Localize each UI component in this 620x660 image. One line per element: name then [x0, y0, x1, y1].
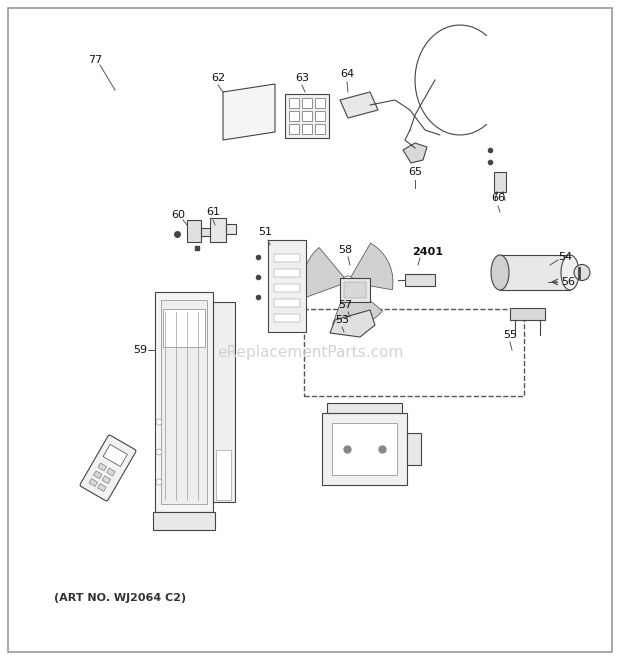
- Bar: [97, 484, 106, 492]
- Ellipse shape: [491, 255, 509, 290]
- Text: 65: 65: [408, 167, 422, 177]
- Text: 2401: 2401: [412, 247, 443, 257]
- Circle shape: [156, 479, 162, 485]
- Text: 59: 59: [133, 345, 147, 355]
- Bar: [315, 111, 325, 121]
- Text: 56: 56: [561, 277, 575, 287]
- Bar: [226, 224, 236, 234]
- Text: (ART NO. WJ2064 C2): (ART NO. WJ2064 C2): [54, 593, 186, 603]
- Bar: [289, 98, 299, 108]
- Text: eReplacementParts.com: eReplacementParts.com: [217, 345, 403, 360]
- Bar: [274, 284, 300, 292]
- Text: 57: 57: [338, 300, 352, 310]
- Text: 61: 61: [206, 207, 220, 217]
- Text: 54: 54: [558, 252, 572, 262]
- Bar: [161, 300, 207, 504]
- Polygon shape: [332, 282, 383, 327]
- Bar: [274, 254, 300, 262]
- Text: 60: 60: [171, 210, 185, 220]
- Polygon shape: [330, 310, 375, 337]
- Text: 58: 58: [338, 245, 352, 255]
- Bar: [285, 94, 329, 138]
- Bar: [340, 278, 370, 302]
- Bar: [274, 314, 300, 322]
- Circle shape: [156, 419, 162, 425]
- Text: 63: 63: [295, 73, 309, 83]
- Circle shape: [156, 449, 162, 455]
- Bar: [289, 111, 299, 121]
- Text: 51: 51: [258, 227, 272, 237]
- Circle shape: [574, 265, 590, 280]
- FancyBboxPatch shape: [80, 435, 136, 501]
- Bar: [268, 240, 306, 332]
- Bar: [201, 228, 211, 236]
- Bar: [155, 292, 213, 512]
- Bar: [302, 111, 312, 121]
- Bar: [332, 423, 397, 475]
- Bar: [315, 98, 325, 108]
- Bar: [407, 433, 421, 465]
- Bar: [327, 403, 402, 413]
- Text: 62: 62: [211, 73, 225, 83]
- Text: 64: 64: [340, 69, 354, 79]
- Bar: [315, 124, 325, 134]
- Bar: [102, 476, 111, 484]
- Bar: [153, 512, 215, 530]
- Bar: [89, 478, 97, 486]
- Bar: [494, 172, 506, 192]
- Bar: [213, 302, 235, 502]
- Bar: [94, 471, 102, 478]
- Bar: [344, 282, 366, 298]
- Bar: [304, 309, 524, 396]
- Ellipse shape: [561, 255, 579, 290]
- Bar: [302, 124, 312, 134]
- Text: 55: 55: [503, 330, 517, 340]
- Bar: [500, 255, 570, 290]
- Polygon shape: [303, 248, 348, 298]
- Bar: [289, 124, 299, 134]
- Polygon shape: [223, 84, 275, 140]
- FancyBboxPatch shape: [216, 450, 231, 500]
- Bar: [322, 413, 407, 485]
- Bar: [274, 299, 300, 307]
- Circle shape: [342, 276, 354, 288]
- Bar: [510, 308, 545, 320]
- Text: 77: 77: [88, 55, 102, 65]
- Bar: [274, 269, 300, 277]
- Polygon shape: [348, 243, 393, 290]
- Polygon shape: [403, 143, 427, 163]
- Bar: [210, 218, 226, 242]
- Bar: [98, 463, 107, 471]
- Bar: [187, 220, 201, 242]
- Bar: [302, 98, 312, 108]
- Text: 66: 66: [491, 193, 505, 203]
- Bar: [107, 468, 115, 476]
- Polygon shape: [340, 92, 378, 118]
- Text: 53: 53: [335, 315, 349, 325]
- Bar: [405, 274, 435, 286]
- Bar: [163, 309, 205, 347]
- Bar: [103, 444, 128, 467]
